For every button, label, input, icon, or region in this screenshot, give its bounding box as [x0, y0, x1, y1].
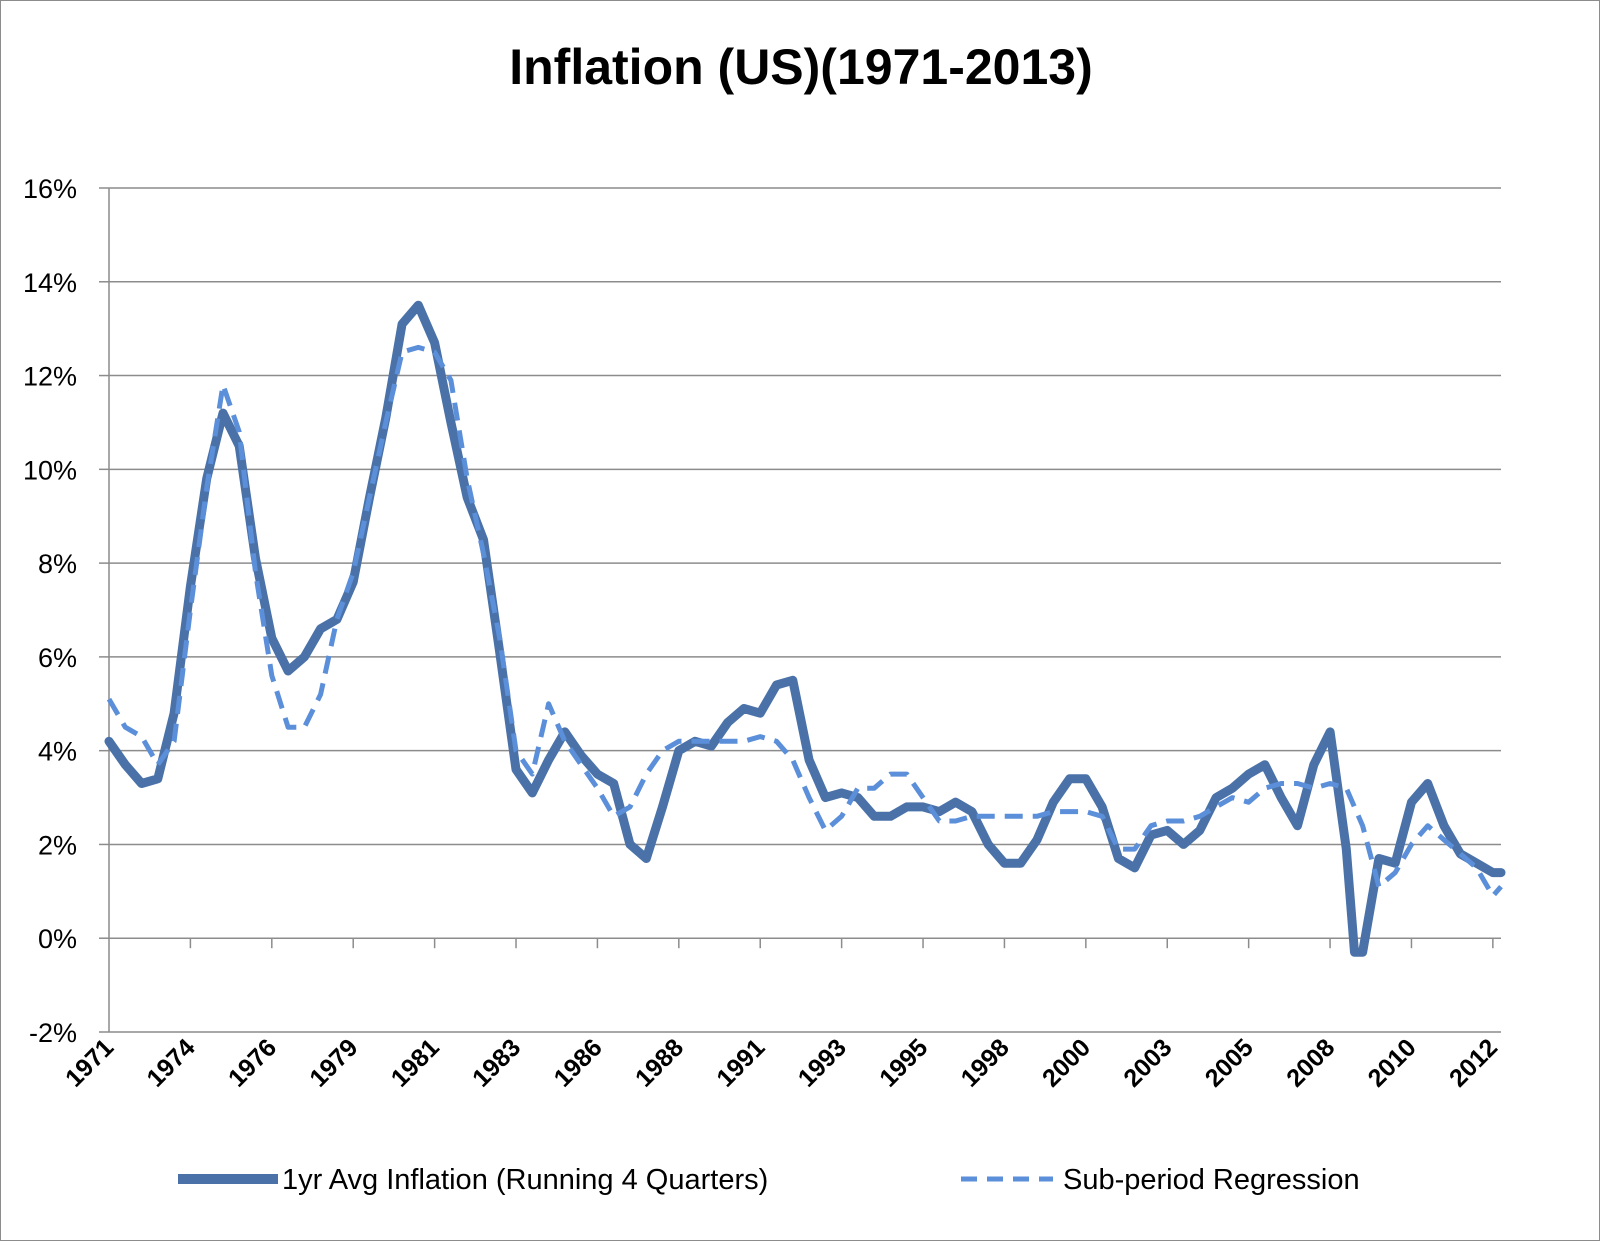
x-tick-label: 2003	[1118, 1033, 1177, 1092]
y-tick-label: -2%	[29, 1018, 77, 1048]
y-tick-label: 4%	[38, 737, 77, 767]
legend-label-inflation: 1yr Avg Inflation (Running 4 Quarters)	[282, 1164, 768, 1196]
y-axis-ticks: -2% 0% 2% 4% 6% 8% 10% 12% 14% 16%	[23, 174, 109, 1048]
x-tick-label: 1983	[467, 1033, 526, 1092]
x-tick-label: 1986	[549, 1033, 608, 1092]
y-tick-label: 14%	[23, 268, 77, 298]
x-tick-label: 1998	[956, 1033, 1015, 1092]
y-tick-label: 10%	[23, 455, 77, 485]
x-tick-label: 1976	[223, 1033, 282, 1092]
x-tick-label: 2012	[1444, 1033, 1503, 1092]
x-axis-ticks: 1971 1974 1976 1979 1981 1983 1986 1988 1991 1993…	[60, 938, 1503, 1093]
y-tick-label: 12%	[23, 362, 77, 392]
x-tick-label: 2008	[1281, 1033, 1340, 1092]
series-regression-line	[106, 344, 1503, 899]
series-lines	[104, 300, 1506, 957]
x-tick-label: 2005	[1200, 1033, 1259, 1092]
x-tick-label: 1993	[793, 1033, 852, 1092]
y-tick-label: 8%	[38, 549, 77, 579]
y-tick-label: 16%	[23, 174, 77, 204]
x-tick-label: 1995	[874, 1033, 933, 1092]
chart-title: Inflation (US)(1971-2013)	[509, 39, 1092, 95]
x-tick-label: 1981	[386, 1033, 445, 1092]
x-tick-label: 1979	[304, 1033, 363, 1092]
gridlines	[109, 187, 1501, 1033]
x-tick-label: 1974	[142, 1033, 201, 1092]
axes	[108, 188, 1501, 1032]
x-tick-label: 2010	[1363, 1033, 1422, 1092]
legend-label-regression: Sub-period Regression	[1063, 1164, 1360, 1196]
x-tick-label: 1988	[630, 1033, 689, 1092]
y-tick-label: 6%	[38, 643, 77, 673]
x-tick-label: 1991	[711, 1033, 770, 1092]
x-tick-label: 2000	[1037, 1033, 1096, 1092]
y-tick-label: 2%	[38, 830, 77, 860]
y-tick-label: 0%	[38, 924, 77, 954]
series-inflation-line	[104, 300, 1506, 957]
legend: 1yr Avg Inflation (Running 4 Quarters) S…	[178, 1164, 1360, 1196]
